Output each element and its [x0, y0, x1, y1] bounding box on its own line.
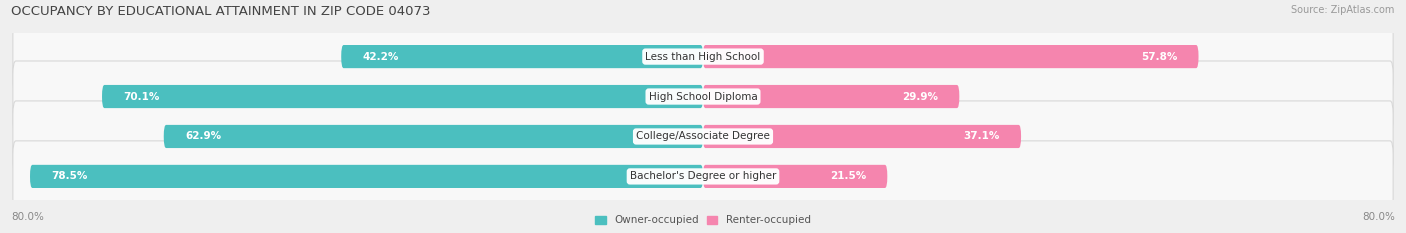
Text: 80.0%: 80.0%	[11, 212, 44, 222]
Text: 78.5%: 78.5%	[52, 171, 87, 182]
Text: 57.8%: 57.8%	[1140, 51, 1177, 62]
FancyBboxPatch shape	[30, 165, 703, 188]
FancyBboxPatch shape	[103, 85, 703, 108]
Legend: Owner-occupied, Renter-occupied: Owner-occupied, Renter-occupied	[595, 216, 811, 226]
Text: Less than High School: Less than High School	[645, 51, 761, 62]
FancyBboxPatch shape	[163, 125, 703, 148]
Text: Source: ZipAtlas.com: Source: ZipAtlas.com	[1291, 5, 1395, 15]
FancyBboxPatch shape	[703, 125, 1021, 148]
Text: 70.1%: 70.1%	[124, 92, 160, 102]
Text: High School Diploma: High School Diploma	[648, 92, 758, 102]
FancyBboxPatch shape	[342, 45, 703, 68]
FancyBboxPatch shape	[703, 85, 959, 108]
Text: OCCUPANCY BY EDUCATIONAL ATTAINMENT IN ZIP CODE 04073: OCCUPANCY BY EDUCATIONAL ATTAINMENT IN Z…	[11, 5, 430, 18]
FancyBboxPatch shape	[13, 101, 1393, 172]
Text: 37.1%: 37.1%	[963, 131, 1000, 141]
FancyBboxPatch shape	[703, 165, 887, 188]
Text: 21.5%: 21.5%	[830, 171, 866, 182]
FancyBboxPatch shape	[703, 45, 1198, 68]
Text: 29.9%: 29.9%	[901, 92, 938, 102]
FancyBboxPatch shape	[13, 21, 1393, 92]
Text: 80.0%: 80.0%	[1362, 212, 1395, 222]
Text: 42.2%: 42.2%	[363, 51, 399, 62]
Text: Bachelor's Degree or higher: Bachelor's Degree or higher	[630, 171, 776, 182]
FancyBboxPatch shape	[13, 141, 1393, 212]
FancyBboxPatch shape	[13, 61, 1393, 132]
Text: 62.9%: 62.9%	[186, 131, 221, 141]
Text: College/Associate Degree: College/Associate Degree	[636, 131, 770, 141]
